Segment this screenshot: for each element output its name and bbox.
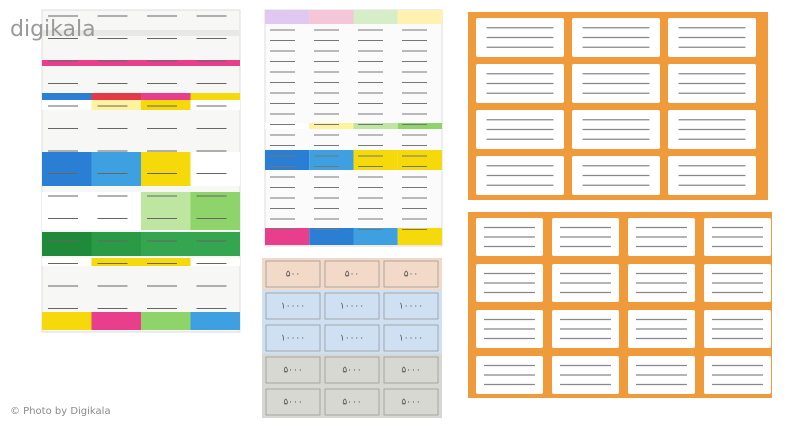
color-band [309,228,354,245]
banknote-value: ۵۰۰۰ [283,398,302,408]
color-band [141,100,191,110]
color-band [141,93,191,101]
banknote [265,292,321,320]
card-sheet [468,12,768,200]
color-band [42,258,92,266]
banknote [265,388,321,416]
color-band [265,10,310,24]
banknote-value: ۵۰۰ [286,270,301,280]
banknote [265,324,321,352]
banknote [383,356,439,384]
color-band [309,150,354,170]
banknote [383,292,439,320]
color-band [353,150,398,170]
color-band [91,258,141,266]
color-band [190,152,240,186]
color-band [309,123,354,129]
color-band [91,93,141,101]
banknote-value: ۱۰۰۰۰ [399,334,423,344]
brand-logo: digikala [10,17,96,42]
color-band [141,60,191,66]
card-sheet [468,212,772,398]
banknote-value: ۵۰۰۰ [342,366,361,376]
color-band [190,312,240,330]
color-band [397,123,442,129]
color-band [190,232,240,256]
color-band [141,232,191,256]
banknote [324,260,380,288]
banknote [265,260,321,288]
banknote-value: ۵۰۰۰ [401,398,420,408]
color-band [397,150,442,170]
color-band [141,258,191,266]
banknote [324,388,380,416]
color-band [91,152,141,186]
color-band [141,192,191,230]
color-band [91,192,141,230]
color-band [42,152,92,186]
color-band [397,228,442,245]
color-band [91,312,141,330]
banknote [324,292,380,320]
color-band [397,10,442,24]
property-sheet [41,9,241,333]
color-band [42,312,92,330]
color-band [190,258,240,266]
color-band [42,232,92,256]
rent-sheet [264,9,443,247]
color-band [309,10,354,24]
color-band [353,123,398,129]
banknote [383,324,439,352]
color-band [190,192,240,230]
banknote [383,388,439,416]
money-sheet: ۵۰۰ ۵۰۰ ۵۰۰ ۱۰۰۰۰ ۱۰۰۰۰ ۱۰۰۰۰ ۱۰۰۰۰ ۱۰۰۰۰ ۱۰۰۰۰ ۵… [262,258,442,418]
banknote-value: ۱۰۰۰۰ [340,302,364,312]
color-band [353,228,398,245]
color-band [141,152,191,186]
color-band [42,93,92,101]
photo-credit: © Photo by Digikala [10,406,111,417]
color-band [42,30,240,36]
color-band [265,228,310,245]
color-band [190,60,240,66]
banknote-value: ۵۰۰۰ [401,366,420,376]
color-band [141,312,191,330]
color-band [91,100,141,110]
banknote-value: ۵۰۰ [404,270,419,280]
banknote [265,356,321,384]
banknote-value: ۵۰۰ [345,270,360,280]
banknote [324,356,380,384]
banknote-value: ۵۰۰۰ [283,366,302,376]
color-band [265,123,310,129]
banknote [324,324,380,352]
color-band [91,232,141,256]
color-band [190,93,240,101]
color-band [91,60,141,66]
color-band [353,10,398,24]
banknote-value: ۱۰۰۰۰ [281,302,305,312]
banknote-value: ۱۰۰۰۰ [399,302,423,312]
color-band [190,100,240,110]
color-band [42,100,92,110]
banknote [383,260,439,288]
banknote-value: ۵۰۰۰ [342,398,361,408]
color-band [42,192,92,230]
banknote-value: ۱۰۰۰۰ [281,334,305,344]
color-band [42,60,92,66]
banknote-value: ۱۰۰۰۰ [340,334,364,344]
color-band [265,150,310,170]
